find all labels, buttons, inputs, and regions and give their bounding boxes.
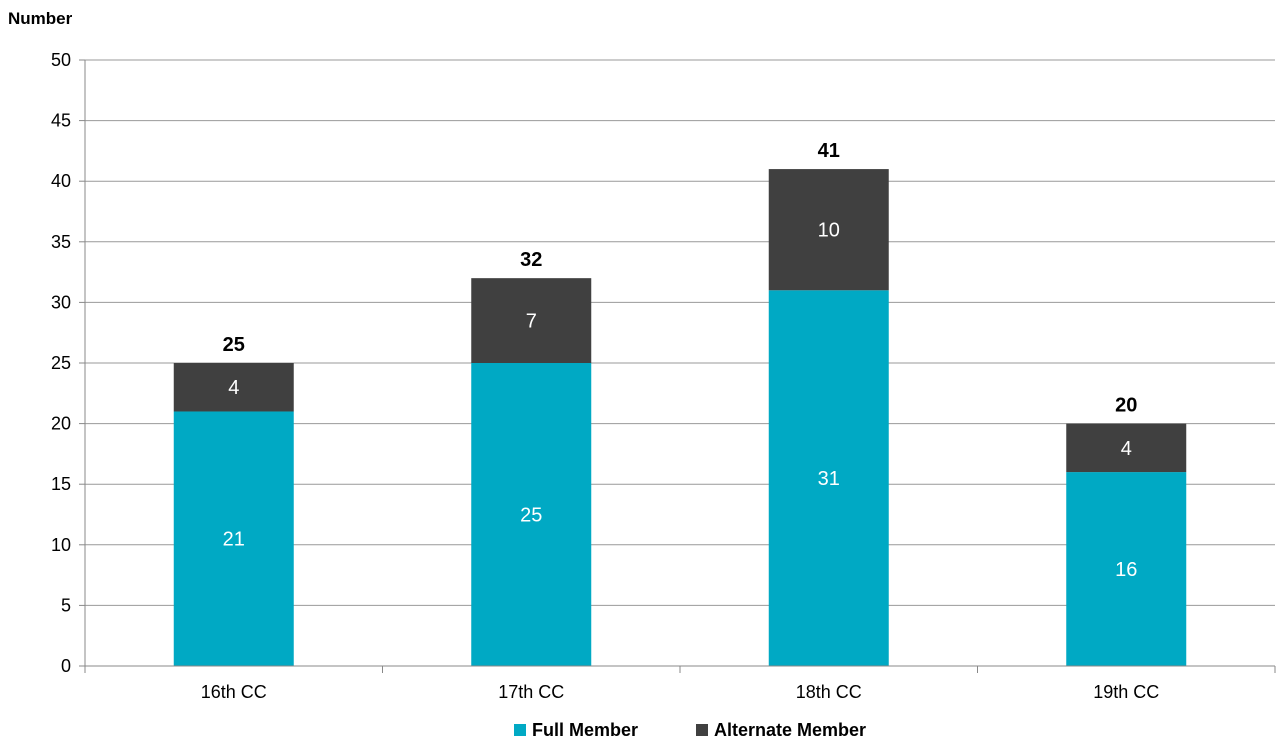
bar-value-label: 7 bbox=[526, 311, 537, 333]
data-labels: 21 4 25 25 7 32 31 10 41 16 4 20 bbox=[223, 140, 1138, 581]
legend-swatch-full-member bbox=[514, 724, 526, 736]
legend-label: Full Member bbox=[532, 720, 638, 740]
bar-value-label: 4 bbox=[1121, 438, 1132, 460]
bar-total-label: 25 bbox=[223, 334, 245, 356]
bar-alternate-member-3 bbox=[768, 169, 889, 291]
bar-total-label: 20 bbox=[1115, 395, 1137, 417]
x-tick-label: 16th CC bbox=[201, 682, 267, 702]
bar-total-label: 41 bbox=[818, 140, 840, 162]
x-tick-label: 19th CC bbox=[1093, 682, 1159, 702]
y-axis-unit-label: Number bbox=[8, 9, 73, 28]
y-tick-label: 40 bbox=[51, 171, 71, 191]
y-tick-label: 5 bbox=[61, 595, 71, 615]
y-tick-label: 0 bbox=[61, 656, 71, 676]
legend-swatch-alternate-member bbox=[696, 724, 708, 736]
bar-value-label: 25 bbox=[520, 505, 542, 527]
bar-full-member-4 bbox=[1066, 472, 1187, 666]
legend: Full Member Alternate Member bbox=[514, 720, 866, 740]
legend-label: Alternate Member bbox=[714, 720, 866, 740]
y-tick-label: 35 bbox=[51, 232, 71, 252]
y-tick-label: 20 bbox=[51, 414, 71, 434]
bar-value-label: 31 bbox=[818, 468, 840, 490]
y-tick-label: 15 bbox=[51, 474, 71, 494]
x-tick-label: 17th CC bbox=[498, 682, 564, 702]
bar-value-label: 10 bbox=[818, 220, 840, 242]
y-tick-label: 30 bbox=[51, 292, 71, 312]
bar-value-label: 21 bbox=[223, 529, 245, 551]
bars bbox=[173, 169, 1187, 666]
bar-alternate-member-2 bbox=[471, 278, 592, 363]
bar-full-member-3 bbox=[768, 290, 889, 666]
bar-full-member-1 bbox=[173, 411, 294, 666]
y-tick-label: 10 bbox=[51, 535, 71, 555]
y-tick-label: 45 bbox=[51, 111, 71, 131]
bar-alternate-member-4 bbox=[1066, 423, 1187, 473]
x-tick-label: 18th CC bbox=[796, 682, 862, 702]
y-tick-label: 25 bbox=[51, 353, 71, 373]
bar-value-label: 16 bbox=[1115, 559, 1137, 581]
bar-alternate-member-1 bbox=[173, 363, 294, 412]
bar-value-label: 4 bbox=[228, 377, 239, 399]
bar-full-member-2 bbox=[471, 363, 592, 666]
bar-total-label: 32 bbox=[520, 249, 542, 271]
axes: 0 5 10 15 20 25 30 35 40 45 50 16th CC 17th CC 18th C… bbox=[51, 50, 1276, 702]
y-tick-label: 50 bbox=[51, 50, 71, 70]
